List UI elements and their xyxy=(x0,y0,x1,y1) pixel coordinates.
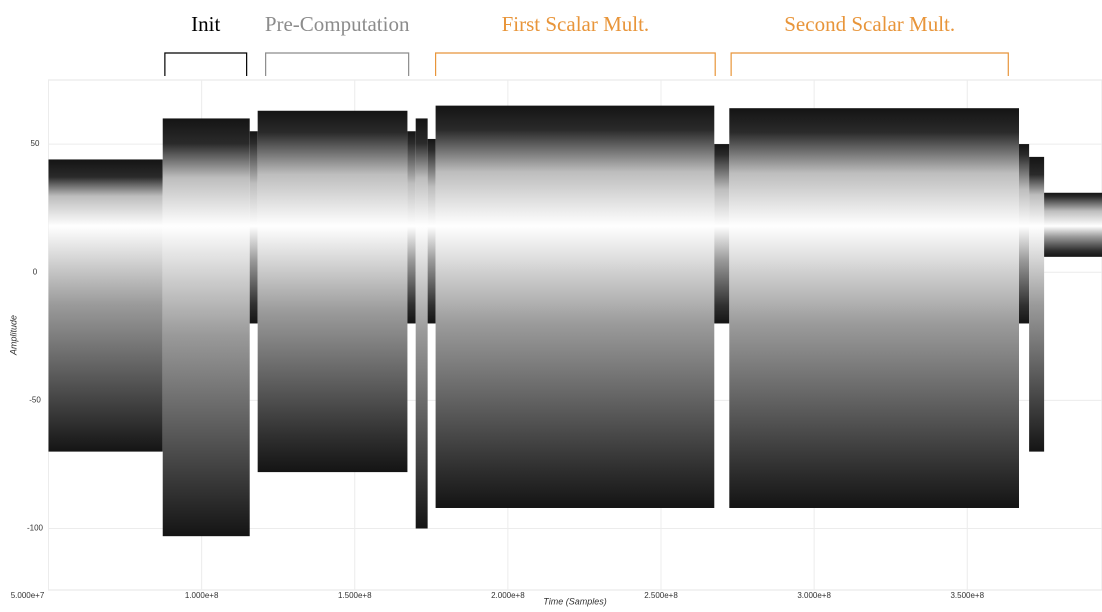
x-tick-label: 5.000e+7 xyxy=(11,591,45,600)
phase-label: Second Scalar Mult. xyxy=(784,12,955,36)
trace-segment xyxy=(163,118,250,536)
x-axis-label: Time (Samples) xyxy=(543,596,606,606)
trace-segment xyxy=(714,144,729,323)
trace-segment xyxy=(436,106,715,508)
x-tick-label: 3.500e+8 xyxy=(950,591,984,600)
y-axis-label: Amplitude xyxy=(8,315,18,356)
x-tick-label: 2.500e+8 xyxy=(644,591,678,600)
x-tick-label: 3.000e+8 xyxy=(797,591,831,600)
phase-label: Init xyxy=(191,12,220,36)
trace-segment xyxy=(416,118,428,528)
trace-segment xyxy=(49,159,163,451)
phase-bracket xyxy=(266,53,409,76)
trace-segment xyxy=(428,139,436,324)
phase-label: Pre-Computation xyxy=(265,12,410,36)
y-tick-label: -50 xyxy=(29,395,41,404)
phase-bracket xyxy=(436,53,716,76)
y-tick-label: 50 xyxy=(31,139,40,148)
x-tick-label: 2.000e+8 xyxy=(491,591,525,600)
trace-segment xyxy=(250,131,258,323)
phase-bracket xyxy=(165,53,247,76)
x-tick-label: 1.000e+8 xyxy=(185,591,219,600)
trace-segment xyxy=(407,131,415,323)
trace-segment xyxy=(1044,193,1102,257)
trace-segment xyxy=(1019,144,1029,323)
y-tick-label: 0 xyxy=(33,267,38,276)
phase-bracket xyxy=(731,53,1008,76)
trace-segment xyxy=(258,111,408,472)
phase-label: First Scalar Mult. xyxy=(502,12,650,36)
y-tick-label: -100 xyxy=(27,524,44,533)
trace-segment xyxy=(729,108,1019,508)
x-tick-label: 1.500e+8 xyxy=(338,591,372,600)
trace-segment xyxy=(1029,157,1044,452)
